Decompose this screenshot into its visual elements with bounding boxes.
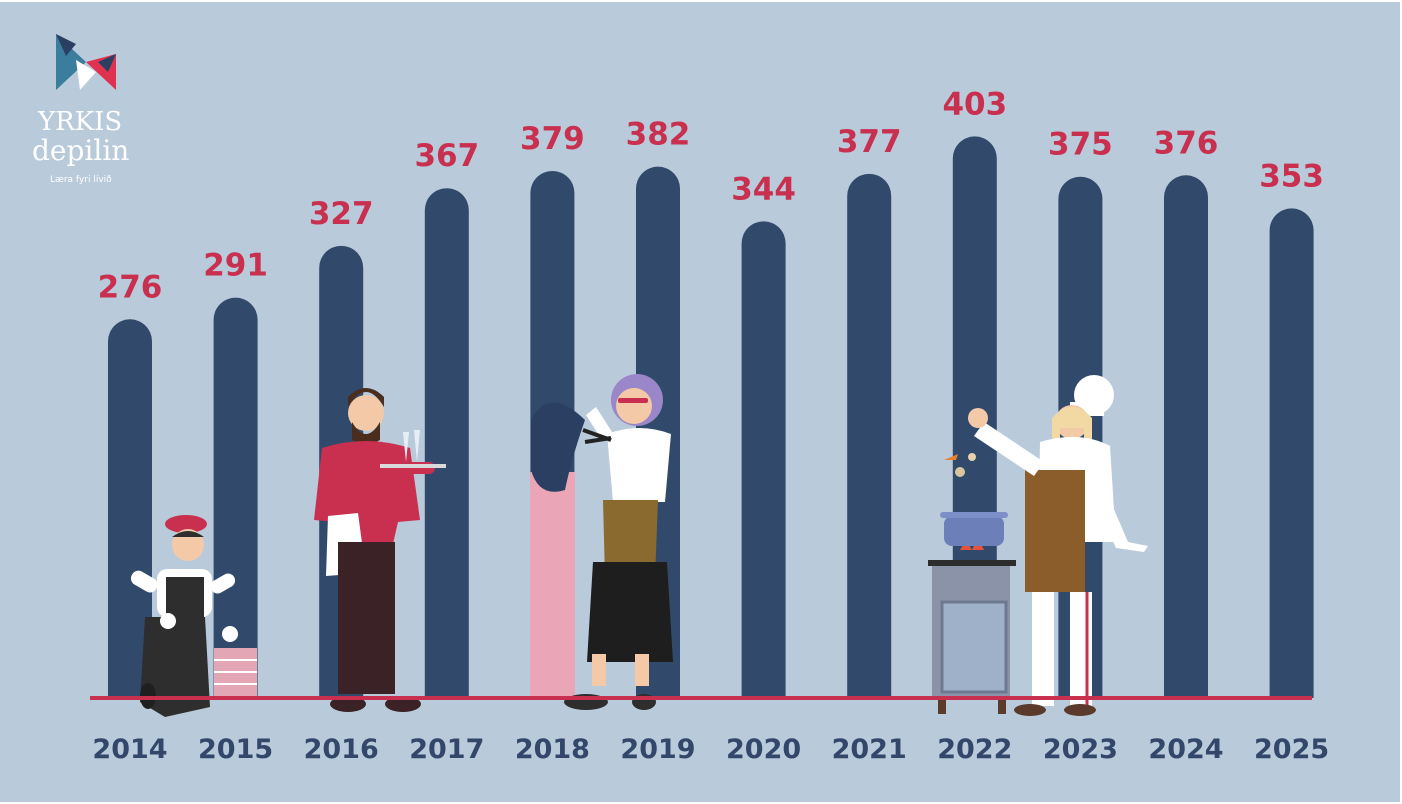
- hairdresser-illustration: [530, 374, 673, 710]
- bricklayer-illustration: [130, 515, 257, 717]
- year-label-2025: 2025: [1254, 734, 1329, 765]
- value-label-2023: 375: [1048, 127, 1113, 163]
- value-label-2020: 344: [731, 171, 796, 207]
- year-label-2020: 2020: [726, 734, 801, 765]
- bar-2014: [108, 319, 152, 698]
- yrkis-depilin-logo: YRKIS depilin Læra fyri lívið: [32, 34, 129, 185]
- illustrations-group: [130, 374, 1148, 717]
- value-labels-group: 276 291 327 367 379 382 344 377 403 375 376 353: [98, 86, 1324, 305]
- value-label-2015: 291: [203, 248, 268, 284]
- logo-tagline: Læra fyri lívið: [50, 175, 112, 185]
- bar-2024: [1164, 175, 1208, 698]
- logo-line1: YRKIS: [37, 107, 122, 137]
- bar-2020: [741, 221, 786, 699]
- waiter-illustration: [314, 388, 446, 712]
- year-label-2017: 2017: [409, 734, 484, 765]
- year-labels-group: 2014 2015 2016 2017 2018 2019 2020 2021 2022 2023…: [92, 734, 1329, 765]
- year-label-2024: 2024: [1148, 734, 1223, 765]
- year-label-2019: 2019: [620, 734, 695, 765]
- value-label-2022: 403: [942, 86, 1007, 122]
- chef-illustration: [928, 375, 1148, 716]
- bar-2015: [213, 297, 258, 698]
- year-label-2015: 2015: [198, 734, 273, 765]
- year-label-2018: 2018: [515, 734, 590, 765]
- value-label-2024: 376: [1154, 125, 1219, 161]
- year-label-2021: 2021: [832, 734, 907, 765]
- value-label-2025: 353: [1259, 158, 1324, 194]
- value-label-2014: 276: [98, 269, 163, 305]
- logo-line2: depilin: [32, 134, 129, 167]
- value-label-2016: 327: [309, 196, 374, 232]
- bar-2025: [1269, 208, 1314, 698]
- value-label-2017: 367: [414, 138, 479, 174]
- year-label-2022: 2022: [937, 734, 1012, 765]
- value-label-2019: 382: [626, 117, 691, 153]
- bars-group: [108, 136, 1314, 699]
- logo-mark-icon: [56, 34, 116, 90]
- bar-2017: [424, 188, 469, 699]
- bar-2021: [847, 173, 892, 699]
- value-label-2021: 377: [837, 124, 902, 160]
- year-label-2016: 2016: [304, 734, 379, 765]
- year-label-2014: 2014: [92, 734, 167, 765]
- value-label-2018: 379: [520, 121, 585, 157]
- hair-strand: [530, 472, 575, 698]
- year-label-2023: 2023: [1043, 734, 1118, 765]
